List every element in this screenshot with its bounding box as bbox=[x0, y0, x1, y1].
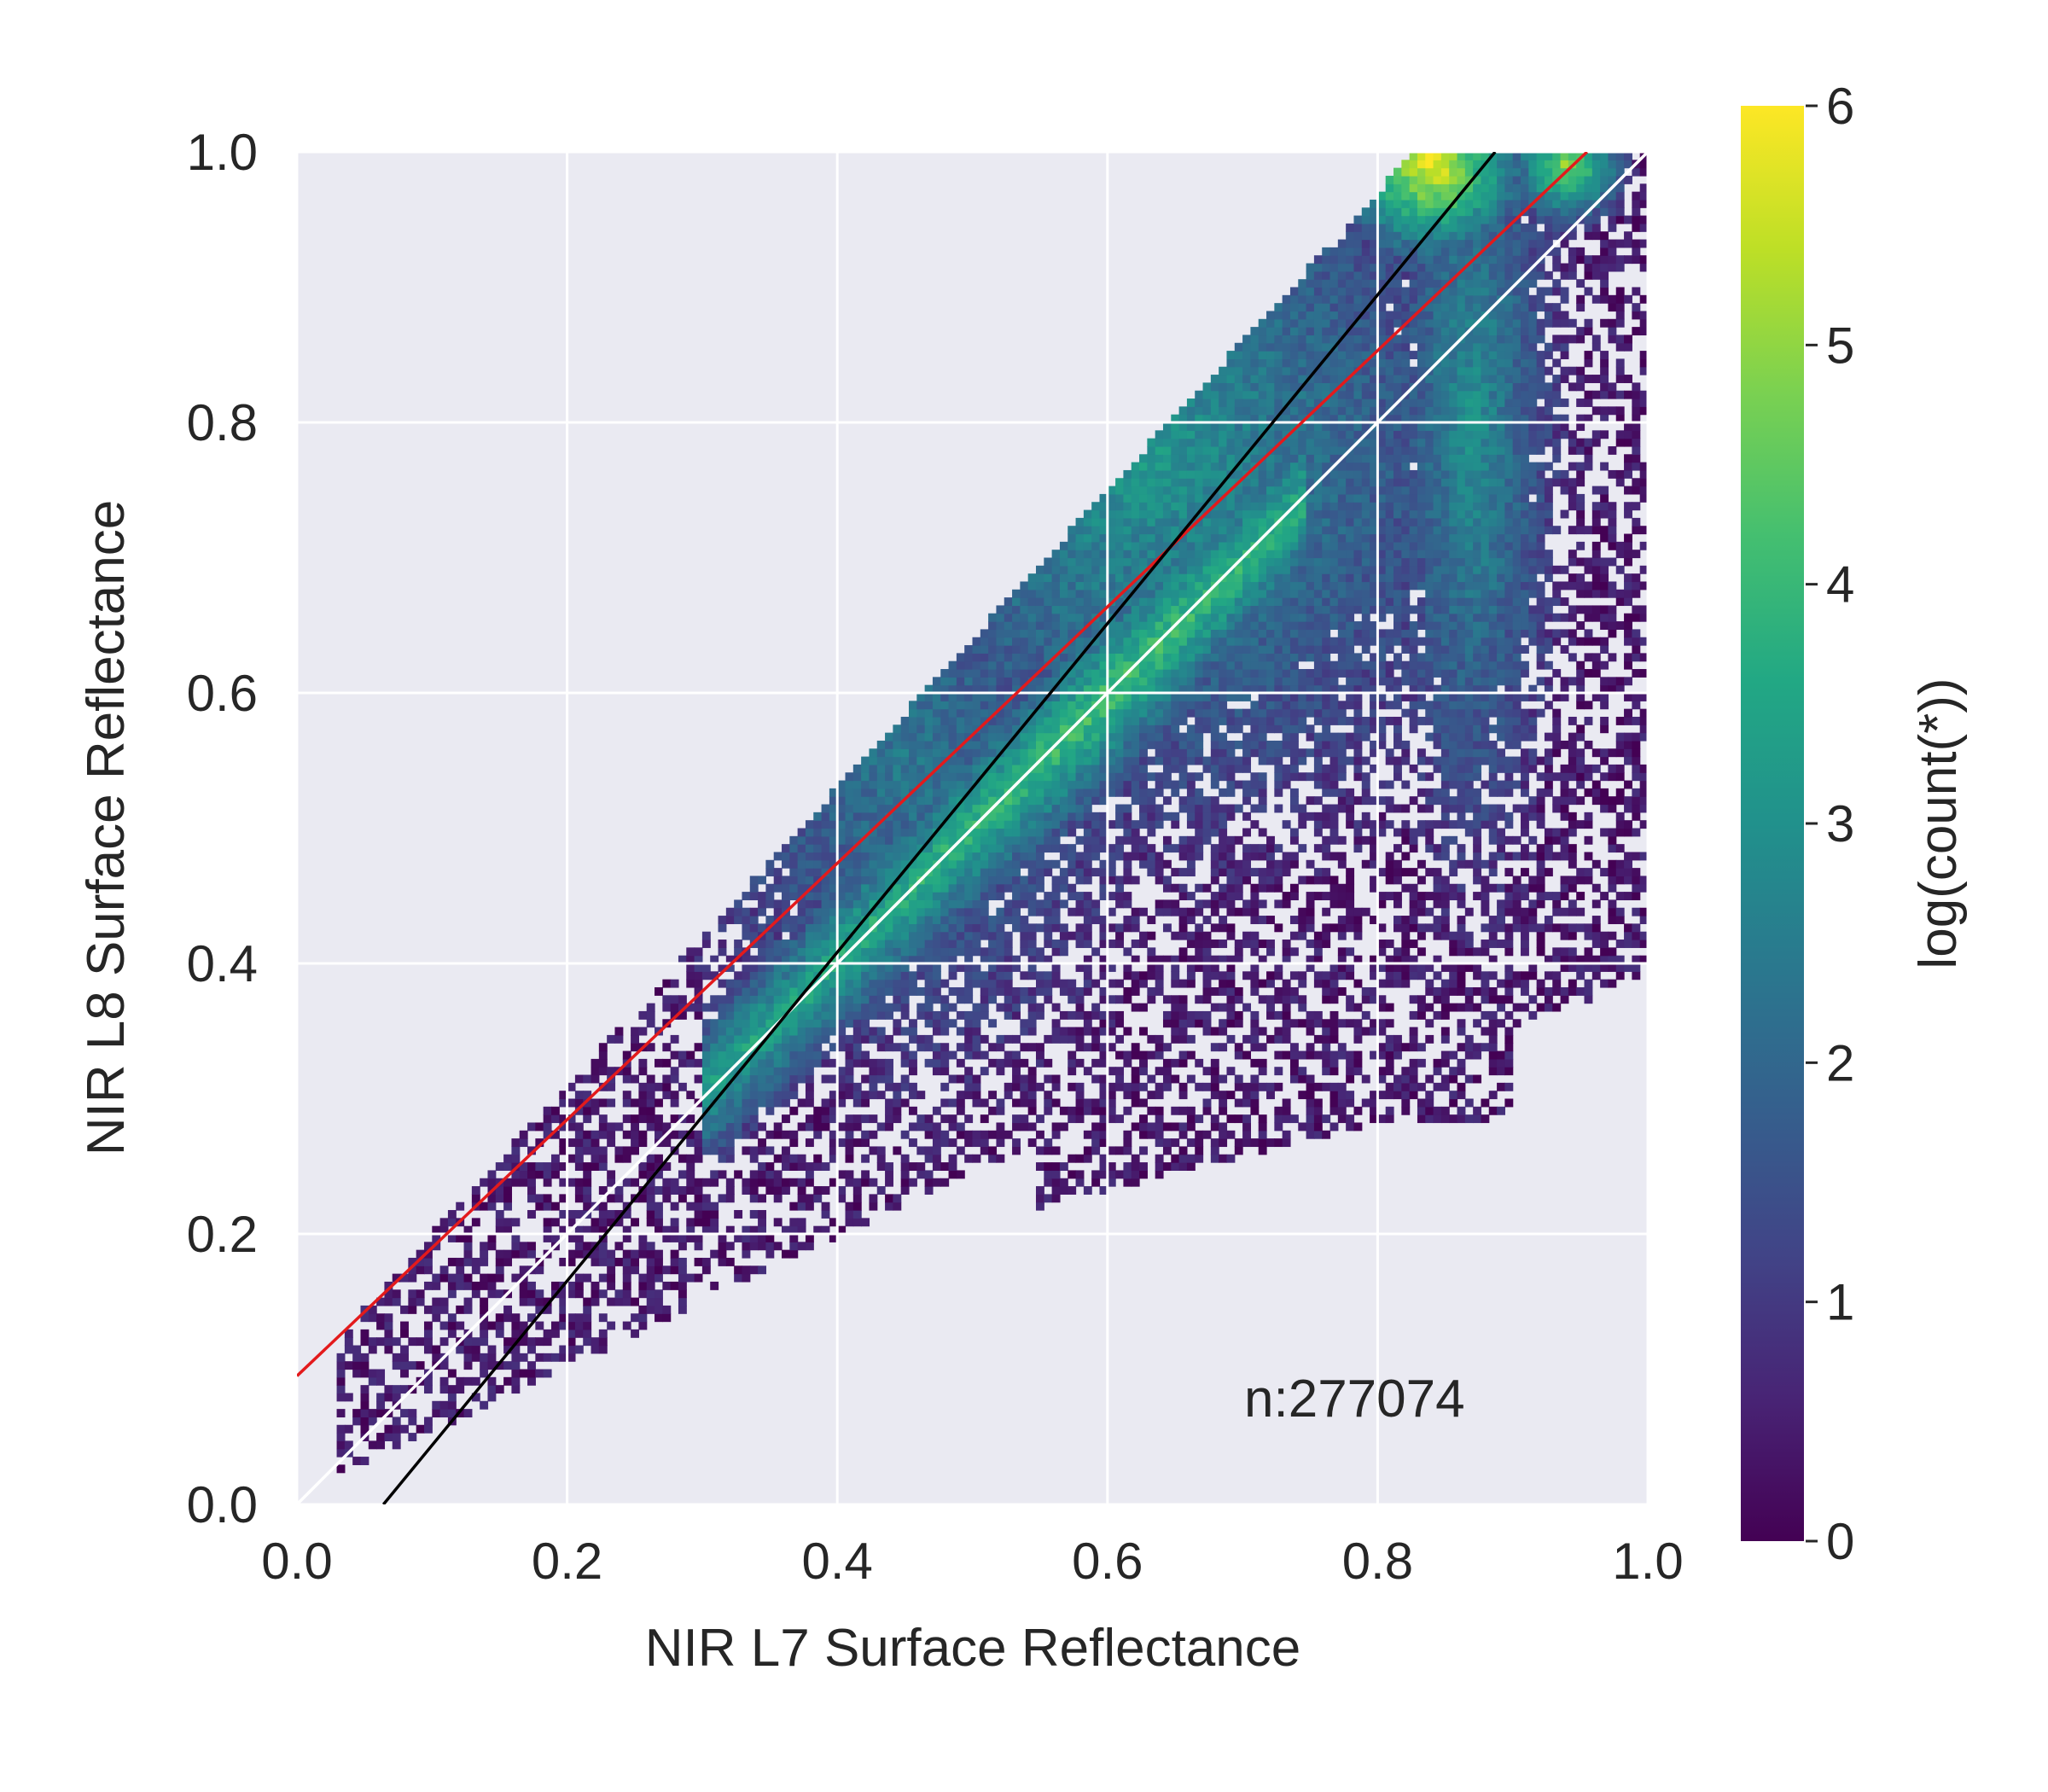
regression-lines bbox=[297, 152, 1648, 1504]
colorbar-tick-label: 2 bbox=[1826, 1034, 1854, 1091]
y-tick-labels: 0.0 0.2 0.4 0.6 0.8 1.0 bbox=[187, 124, 258, 1533]
y-tick-label: 0.8 bbox=[187, 394, 258, 451]
y-tick-label: 0.4 bbox=[187, 935, 258, 992]
fit-line-1 bbox=[297, 152, 1588, 1377]
x-tick-label: 0.4 bbox=[801, 1533, 872, 1590]
colorbar-tick-label: 3 bbox=[1826, 795, 1854, 852]
x-tick-label: 0.8 bbox=[1342, 1533, 1413, 1590]
colorbar bbox=[1741, 106, 1804, 1541]
y-tick-label: 0.0 bbox=[187, 1476, 258, 1533]
y-tick-label: 0.2 bbox=[187, 1206, 258, 1263]
colorbar-tick-label: 6 bbox=[1826, 78, 1854, 135]
fit-line-0 bbox=[297, 152, 1648, 1504]
colorbar-tick-label: 0 bbox=[1826, 1513, 1854, 1570]
x-tick-label: 1.0 bbox=[1612, 1533, 1683, 1590]
x-tick-label: 0.2 bbox=[532, 1533, 602, 1590]
colorbar-ticks: 0 1 2 3 4 5 6 bbox=[1806, 78, 1854, 1570]
x-axis-label: NIR L7 Surface Reflectance bbox=[645, 1619, 1301, 1678]
grid-lines bbox=[295, 150, 1649, 1506]
fit-line-2 bbox=[381, 152, 1497, 1504]
y-tick-label: 0.6 bbox=[187, 665, 258, 722]
y-tick-label: 1.0 bbox=[187, 124, 258, 181]
x-tick-label: 0.6 bbox=[1072, 1533, 1143, 1590]
colorbar-tick-label: 1 bbox=[1826, 1274, 1854, 1331]
colorbar-tick-label: 4 bbox=[1826, 556, 1854, 614]
colorbar-label: log(count(*)) bbox=[1909, 678, 1968, 969]
y-axis-label: NIR L8 Surface Reflectance bbox=[77, 500, 136, 1156]
x-tick-labels: 0.0 0.2 0.4 0.6 0.8 1.0 bbox=[261, 1533, 1683, 1590]
sample-count-annotation: n:277074 bbox=[1244, 1370, 1465, 1428]
hexbin-density bbox=[336, 152, 1648, 1474]
x-tick-label: 0.0 bbox=[261, 1533, 332, 1590]
colorbar-tick-label: 5 bbox=[1826, 317, 1854, 374]
